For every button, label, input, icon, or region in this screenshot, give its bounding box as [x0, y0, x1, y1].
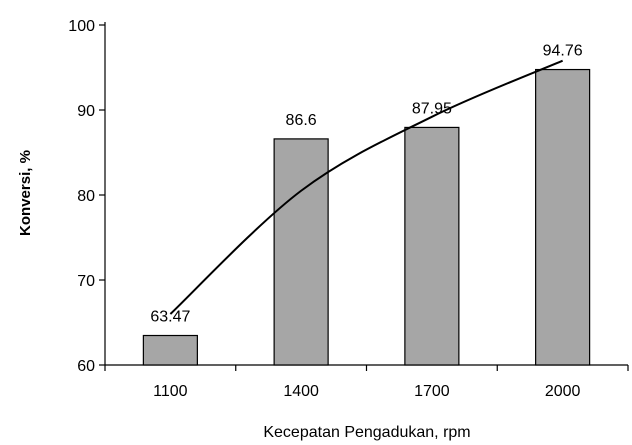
y-tick-label: 100 — [68, 18, 95, 35]
bar — [404, 126, 460, 366]
data-label: 63.47 — [150, 309, 190, 326]
x-tick-label: 1700 — [414, 383, 450, 400]
bars — [142, 68, 591, 366]
data-label: 87.95 — [412, 100, 452, 117]
data-label: 86.6 — [286, 112, 317, 129]
y-ticks: 60 70 80 90 100 — [68, 18, 105, 375]
y-tick-label: 60 — [77, 358, 95, 375]
x-ticks: 1100 1400 1700 2000 — [104, 365, 629, 400]
bar — [535, 68, 591, 366]
data-labels: 63.47 86.6 87.95 94.76 — [150, 43, 582, 326]
x-tick-label: 2000 — [545, 383, 581, 400]
y-tick-label: 70 — [77, 273, 95, 290]
x-axis-title: Kecepatan Pengadukan, rpm — [263, 424, 470, 441]
x-tick-label: 1100 — [153, 383, 188, 400]
y-axis-title: Konversi, % — [17, 150, 34, 236]
x-tick-label: 1400 — [283, 383, 319, 400]
y-tick-label: 80 — [77, 188, 95, 205]
data-label: 94.76 — [543, 43, 583, 60]
trendline — [169, 59, 564, 315]
bar — [273, 138, 329, 366]
y-tick-label: 90 — [77, 103, 95, 120]
bar — [142, 334, 198, 366]
